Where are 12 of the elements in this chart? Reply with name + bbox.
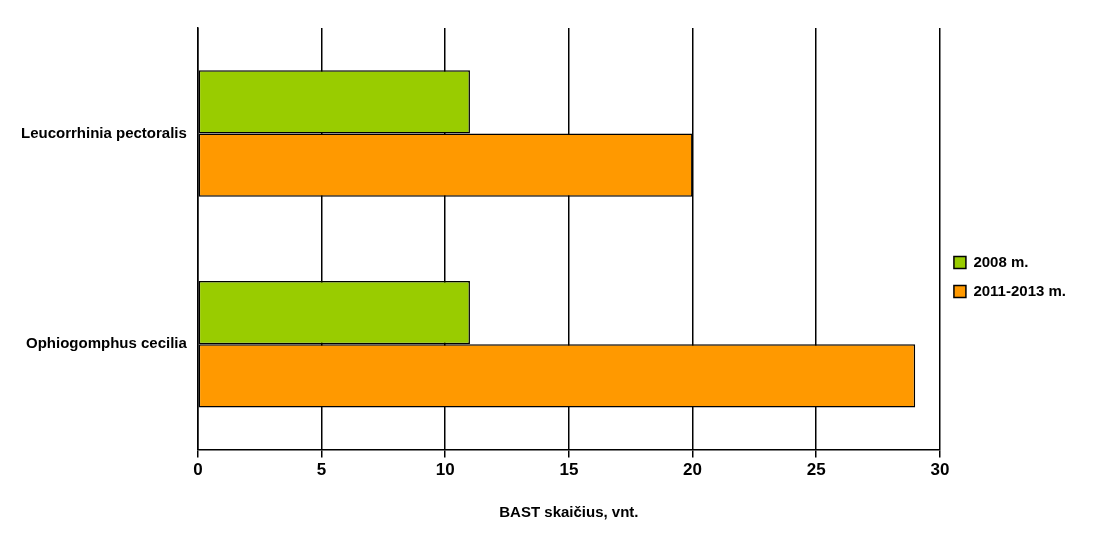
x-tick-label: 30 — [930, 460, 950, 480]
x-tick-label: 25 — [806, 460, 826, 480]
legend-label: 2011-2013 m. — [973, 281, 1066, 299]
x-tick-label: 15 — [559, 460, 579, 480]
legend-label: 2008 m. — [973, 252, 1029, 270]
x-tick-label: 10 — [435, 460, 455, 480]
y-tick-label: Leucorrhinia pectoralis — [20, 123, 187, 141]
x-tick-label: 0 — [193, 460, 203, 480]
y-tick-label: Ophiogomphus cecilia — [26, 334, 188, 352]
x-tick-label: 5 — [316, 460, 327, 480]
x-tick-label: 20 — [683, 460, 703, 480]
x-axis-title: BAST skaičius, vnt. — [499, 503, 639, 521]
